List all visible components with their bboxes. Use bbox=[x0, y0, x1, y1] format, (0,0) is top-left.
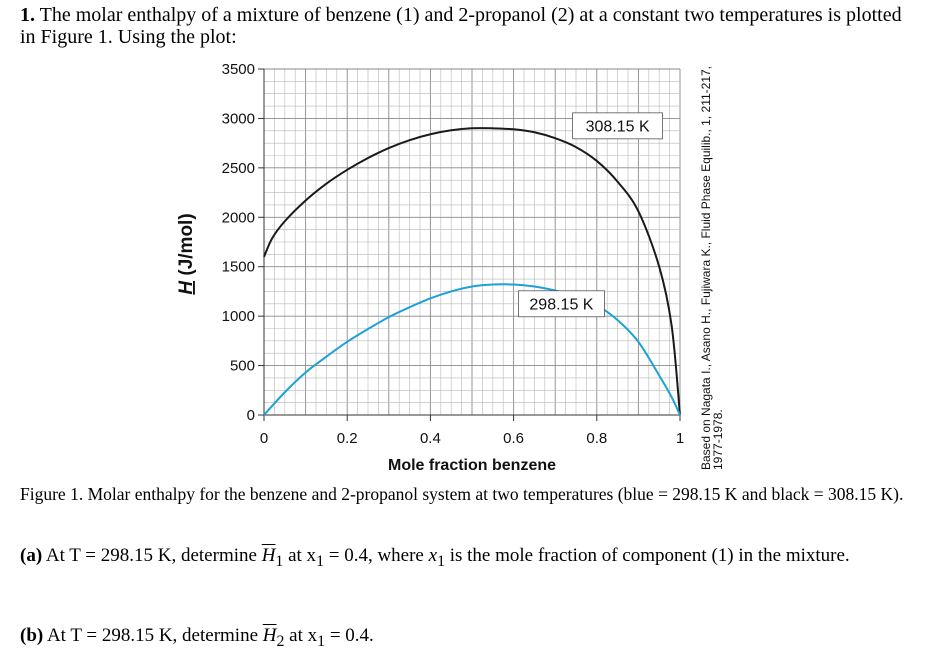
figure-caption: Figure 1. Molar enthalpy for the benzene… bbox=[20, 484, 904, 504]
question-part-b: (b) At T = 298.15 K, determine H2 at x1 … bbox=[20, 622, 920, 656]
source-note-line-2: 1977-1978. bbox=[711, 409, 725, 470]
chart-series bbox=[263, 127, 681, 416]
y-tick-label: 3500 bbox=[222, 61, 255, 78]
y-tick-label: 1500 bbox=[222, 259, 255, 276]
part-a-text-3: = 0.4, where bbox=[328, 545, 424, 566]
label-298-k-box bbox=[518, 290, 605, 318]
part-b-x-subscript: 1 bbox=[317, 632, 326, 650]
part-a-text-2: at x bbox=[288, 545, 317, 566]
part-b-label: (b) bbox=[20, 625, 44, 646]
part-b-text-1: At T = 298.15 K, determine bbox=[46, 625, 259, 646]
chart-labels: 0 500 1000 1500 2000 2500 3000 3500 0 0.2 0.4 0.6 0.… bbox=[176, 61, 725, 474]
y-tick-label: 2500 bbox=[222, 160, 255, 177]
series-308-line bbox=[263, 127, 681, 416]
partial-molar-enthalpy-subscript-2: 2 bbox=[276, 632, 285, 650]
y-tick-label: 0 bbox=[247, 407, 255, 424]
x-tick-label: 0.8 bbox=[586, 430, 607, 447]
question-part-a: (a) At T = 298.15 K, determine H1 at x1 … bbox=[20, 542, 920, 576]
x-tick-label: 0.6 bbox=[503, 430, 524, 447]
problem-number: 1. bbox=[20, 4, 35, 26]
x-tick-label: 0.2 bbox=[337, 430, 358, 447]
x-axis-title: Mole fraction benzene bbox=[388, 457, 556, 474]
problem-statement: 1. The molar enthalpy of a mixture of be… bbox=[20, 4, 920, 48]
partial-molar-enthalpy-symbol-1: H bbox=[261, 545, 276, 566]
label-308-k-box bbox=[572, 112, 663, 140]
figure-1-chart: 0 500 1000 1500 2000 2500 3000 3500 0 0.2 0.4 0.6 0.… bbox=[176, 61, 725, 474]
label-308-k: 308.15 K bbox=[586, 118, 650, 135]
chart-axes bbox=[258, 68, 681, 421]
part-b-text-3: = 0.4. bbox=[329, 625, 374, 646]
x-tick-label: 0.4 bbox=[420, 430, 441, 447]
partial-molar-enthalpy-subscript-1: 1 bbox=[275, 552, 284, 570]
part-b-text-2: at x bbox=[289, 625, 318, 646]
y-tick-label: 1000 bbox=[222, 308, 255, 325]
mole-fraction-variable-subscript: 1 bbox=[437, 552, 445, 570]
partial-molar-enthalpy-symbol-2: H bbox=[262, 625, 277, 646]
series-298-line bbox=[263, 283, 681, 416]
enthalpy-chart-svg: 0 500 1000 1500 2000 2500 3000 3500 0 0.2 0.4 0.6 0.… bbox=[176, 61, 725, 474]
part-a-label: (a) bbox=[20, 545, 43, 566]
part-a-x-subscript: 1 bbox=[316, 552, 324, 570]
y-tick-label: 500 bbox=[230, 358, 255, 375]
y-tick-label: 2000 bbox=[222, 209, 255, 226]
y-tick-label: 3000 bbox=[222, 110, 255, 127]
x-tick-label: 0 bbox=[260, 430, 268, 447]
x-tick-label: 1 bbox=[676, 430, 684, 447]
part-a-text-1: At T = 298.15 K, determine bbox=[45, 545, 257, 566]
source-note-line-1: Based on Nagata I., Asano H., Fujiwara K… bbox=[699, 66, 713, 470]
part-a-text-4: is the mole fraction of component (1) in… bbox=[449, 545, 850, 566]
problem-stem-text: The molar enthalpy of a mixture of benze… bbox=[20, 4, 902, 48]
y-axis-title: H (J/mol) bbox=[176, 213, 197, 294]
mole-fraction-variable: x bbox=[428, 545, 438, 566]
label-298-k: 298.15 K bbox=[529, 296, 593, 313]
